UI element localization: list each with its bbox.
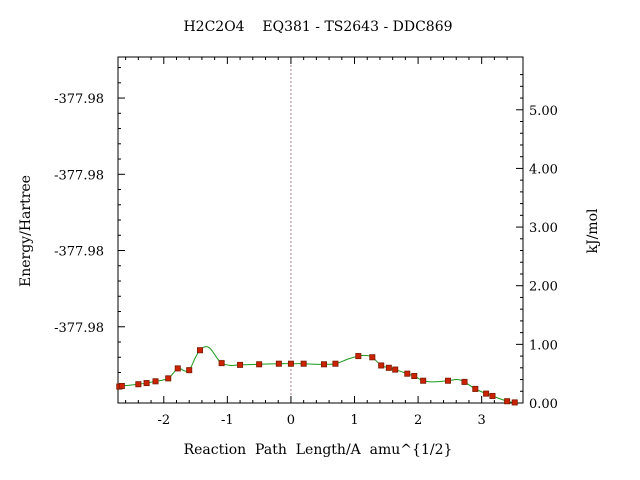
data-point xyxy=(392,366,399,373)
data-point xyxy=(420,377,427,384)
x-tick-label: 2 xyxy=(414,413,422,428)
data-point xyxy=(218,360,225,367)
right-tick-label: 3.00 xyxy=(529,221,558,236)
data-point xyxy=(369,354,376,361)
left-tick-label: -377.98 xyxy=(54,245,104,260)
data-point xyxy=(385,364,392,371)
data-point xyxy=(165,375,172,382)
data-point xyxy=(143,380,150,387)
right-tick-label: 5.00 xyxy=(529,104,558,119)
data-point xyxy=(404,370,411,377)
left-tick-label: -377.98 xyxy=(54,168,104,183)
y-axis-label-right: kJ/mol xyxy=(585,208,601,254)
data-point xyxy=(300,360,307,367)
energy-curve xyxy=(117,346,518,404)
data-point xyxy=(197,347,204,354)
left-tick-label: -377.98 xyxy=(54,321,104,336)
data-point xyxy=(135,381,142,388)
right-tick-label: 4.00 xyxy=(529,162,558,177)
y-axis-label-left: Energy/Hartree xyxy=(18,175,34,287)
x-axis-label: Reaction Path Length/A amu^{1/2} xyxy=(184,442,453,458)
x-tick-label: 1 xyxy=(350,413,358,428)
right-tick-label: 0.00 xyxy=(529,397,558,412)
data-point xyxy=(472,385,479,392)
data-point xyxy=(489,392,496,399)
data-point xyxy=(118,382,125,389)
data-point xyxy=(275,360,282,367)
data-point xyxy=(483,390,490,397)
data-point xyxy=(287,360,294,367)
data-point xyxy=(174,365,181,372)
plot-frame xyxy=(117,56,524,404)
x-tick-label: 0 xyxy=(287,413,295,428)
plot-area: -2 -1 0 1 2 3 0.00 1.00 2.00 3.00 4.00 5.00 -377.98 -… xyxy=(54,56,558,428)
data-point xyxy=(504,398,511,405)
data-point xyxy=(511,399,518,406)
x-tick-label: -2 xyxy=(157,413,170,428)
data-point xyxy=(411,373,418,380)
data-point xyxy=(355,353,362,360)
data-point xyxy=(461,378,468,385)
data-point xyxy=(332,360,339,367)
data-point xyxy=(237,361,244,368)
x-tick-label: -1 xyxy=(221,413,234,428)
right-tick-label: 2.00 xyxy=(529,280,558,295)
data-point xyxy=(152,378,159,385)
data-point xyxy=(256,361,263,368)
right-tick-label: 1.00 xyxy=(529,338,558,353)
data-point xyxy=(320,361,327,368)
left-tick-label: -377.98 xyxy=(54,92,104,107)
chart-title: H2C2O4 EQ381 - TS2643 - DDC869 xyxy=(183,19,452,35)
data-point xyxy=(444,377,451,384)
data-point xyxy=(186,367,193,374)
data-point xyxy=(378,362,385,369)
x-tick-label: 3 xyxy=(478,413,486,428)
